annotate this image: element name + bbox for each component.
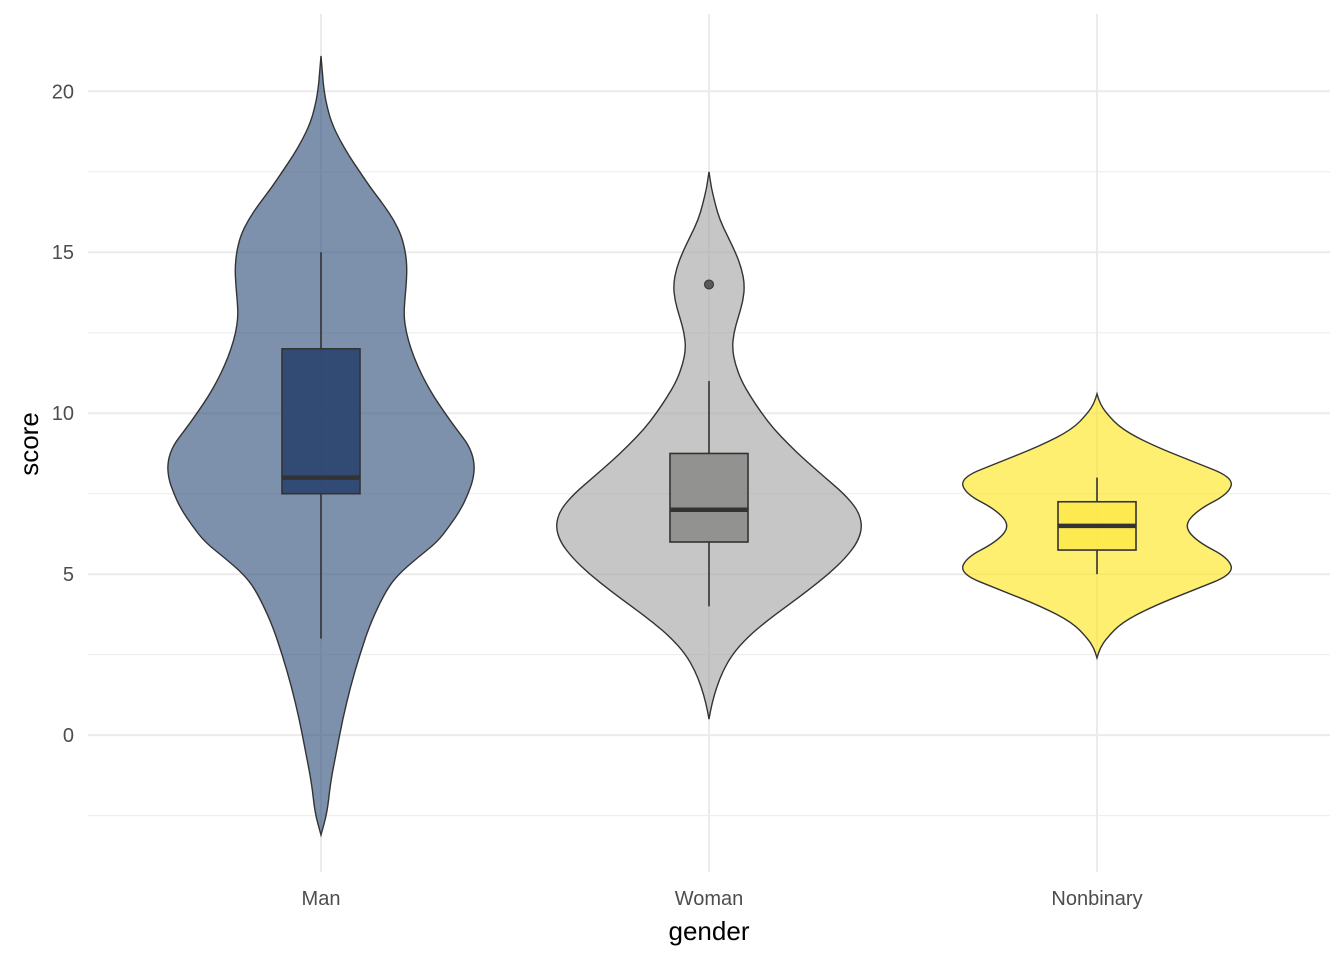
x-axis-title: gender bbox=[669, 916, 750, 946]
box-man bbox=[281, 348, 361, 495]
y-tick-label: 5 bbox=[63, 564, 74, 586]
x-tick-label: Woman bbox=[675, 888, 744, 910]
x-tick-label: Man bbox=[302, 888, 341, 910]
outlier-point-woman bbox=[704, 279, 714, 290]
y-axis-title: score bbox=[14, 412, 44, 476]
x-tick-label: Nonbinary bbox=[1051, 888, 1142, 910]
y-tick-label: 10 bbox=[52, 403, 74, 425]
y-tick-label: 15 bbox=[52, 242, 74, 264]
tick-layer: 0 5 10 15 20 Man Woman Nonbinary bbox=[52, 81, 1143, 910]
y-tick-label: 20 bbox=[52, 81, 74, 103]
box-woman bbox=[669, 452, 749, 543]
box-layer bbox=[281, 252, 1137, 639]
y-tick-label: 0 bbox=[63, 725, 74, 747]
